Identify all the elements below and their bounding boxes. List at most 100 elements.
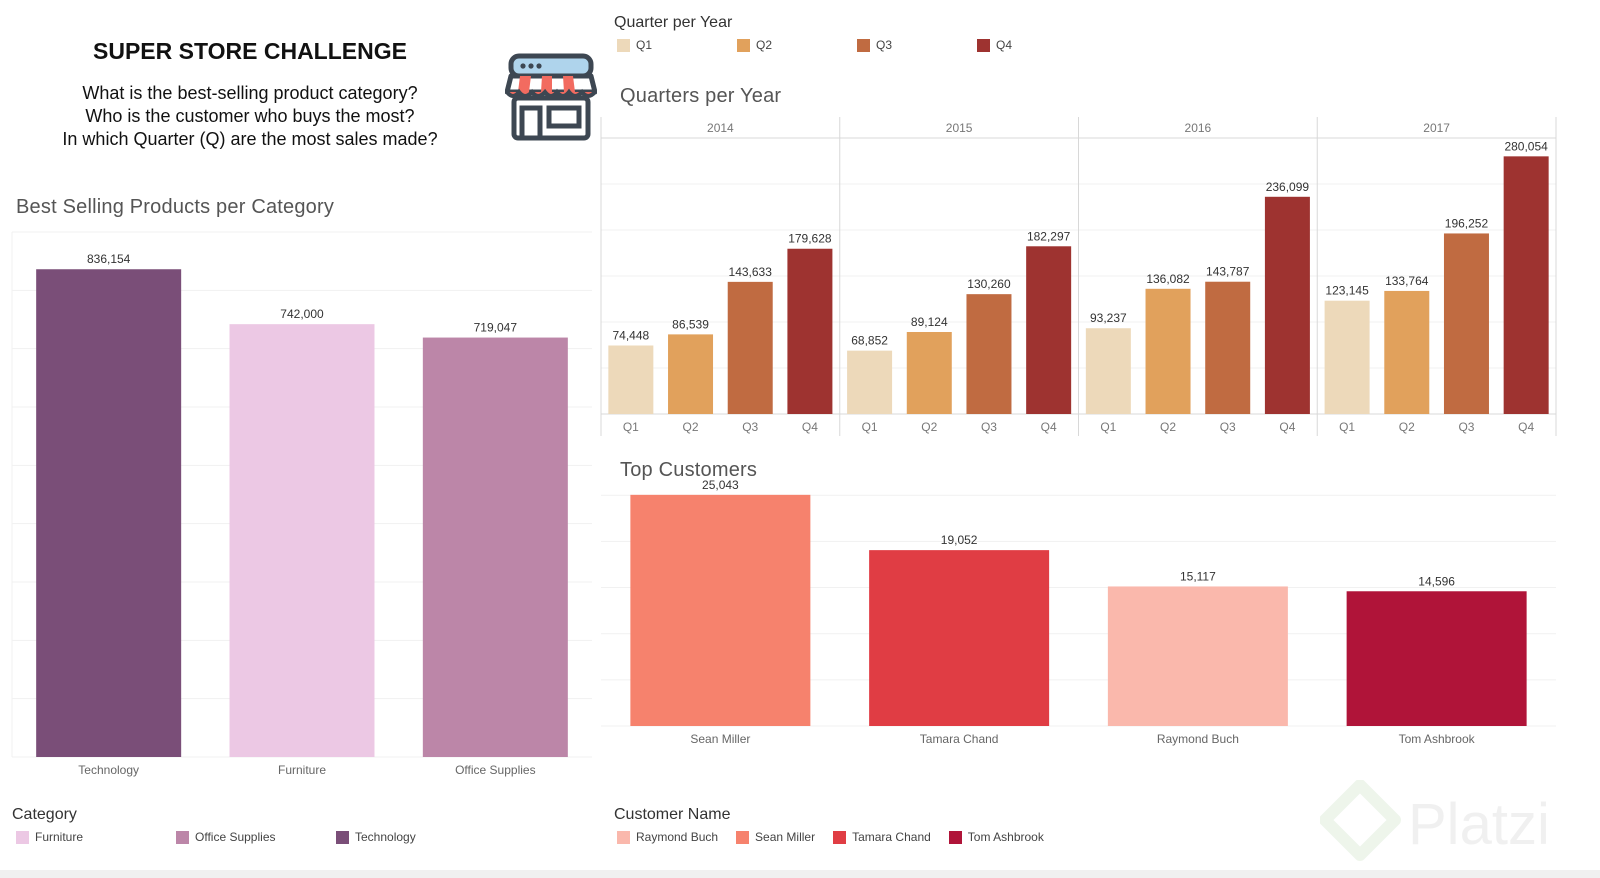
quarter-legend: Q1 Q2 Q3 Q4 [617, 38, 1097, 52]
legend-label: Office Supplies [195, 830, 276, 844]
legend-label: Tom Ashbrook [967, 830, 1044, 844]
bar-value-label: 14,596 [1418, 574, 1455, 588]
bar-value-label: 143,787 [1206, 265, 1250, 279]
year-header: 2015 [946, 121, 973, 135]
legend-swatch [176, 830, 189, 844]
bar-value-label: 236,099 [1266, 180, 1310, 194]
legend-item-raymond-buch[interactable]: Raymond Buch [617, 830, 718, 844]
legend-item-office-supplies[interactable]: Office Supplies [176, 830, 336, 844]
dashboard-title: SUPER STORE CHALLENGE [93, 38, 407, 64]
x-tick-label: Q1 [862, 420, 878, 434]
legend-label: Raymond Buch [636, 830, 719, 844]
x-tick-label: Q4 [1518, 420, 1534, 434]
quarter-legend-title: Quarter per Year [614, 14, 733, 31]
legend-swatch [617, 830, 630, 844]
bar-value-label: 86,539 [672, 317, 709, 331]
category-bar [422, 337, 568, 757]
category-bar [229, 324, 375, 757]
x-tick-label: Tamara Chand [920, 732, 999, 746]
quarter-bar [1145, 288, 1191, 414]
legend-item-tamara-chand[interactable]: Tamara Chand [833, 830, 931, 844]
x-tick-label: Q1 [1339, 420, 1355, 434]
x-tick-label: Q2 [1399, 420, 1415, 434]
legend-swatch [977, 38, 990, 52]
quarter-bar [847, 350, 893, 414]
platzi-watermark: Platzi [1320, 780, 1550, 861]
year-header: 2016 [1185, 121, 1212, 135]
quarter-bar [1205, 281, 1251, 414]
legend-label: Q1 [636, 38, 653, 52]
legend-item-technology[interactable]: Technology [336, 830, 496, 844]
legend-item-furniture[interactable]: Furniture [16, 830, 176, 844]
legend-item-q2[interactable]: Q2 [737, 38, 857, 52]
legend-label: Sean Miller [755, 830, 816, 844]
x-tick-label: Q3 [1220, 420, 1236, 434]
customer-bar [1346, 591, 1527, 726]
quarter-bar [608, 345, 654, 414]
category-chart-title: Best Selling Products per Category [16, 196, 335, 218]
category-legend-title: Category [12, 806, 77, 823]
quarter-bar [668, 334, 714, 414]
bar-value-label: 136,082 [1146, 272, 1190, 286]
store-icon [505, 53, 597, 141]
legend-swatch [617, 38, 630, 52]
year-header: 2014 [707, 121, 734, 135]
legend-label: Q4 [996, 38, 1013, 52]
bar-value-label: 123,145 [1325, 284, 1369, 298]
x-tick-label: Raymond Buch [1157, 732, 1239, 746]
x-tick-label: Q4 [802, 420, 818, 434]
legend-item-q1[interactable]: Q1 [617, 38, 737, 52]
x-tick-label: Q1 [1100, 420, 1116, 434]
bar-value-label: 179,628 [788, 232, 832, 246]
quarter-bar [1026, 246, 1072, 414]
legend-label: Technology [355, 830, 416, 844]
question-3: In which Quarter (Q) are the most sales … [62, 129, 438, 149]
legend-item-q3[interactable]: Q3 [857, 38, 977, 52]
bar-value-label: 89,124 [911, 315, 948, 329]
bar-value-label: 143,633 [729, 265, 773, 279]
question-1: What is the best-selling product categor… [82, 83, 418, 103]
x-tick-label: Tom Ashbrook [1399, 732, 1476, 746]
customer-legend-title: Customer Name [614, 806, 731, 823]
x-tick-label: Q3 [742, 420, 758, 434]
bar-value-label: 133,764 [1385, 274, 1429, 288]
customer-bar [630, 494, 811, 726]
x-tick-label: Q3 [1458, 420, 1474, 434]
quarter-bar [1324, 300, 1370, 414]
customer-legend: Raymond Buch Sean Miller Tamara Chand To… [617, 830, 1062, 844]
bar-value-label: 742,000 [280, 307, 324, 321]
legend-item-q4[interactable]: Q4 [977, 38, 1097, 52]
legend-swatch [336, 830, 349, 844]
bar-value-label: 719,047 [474, 321, 518, 335]
x-tick-label: Q4 [1279, 420, 1295, 434]
quarter-bar [906, 332, 952, 414]
quarters-chart-title: Quarters per Year [620, 85, 782, 107]
challenge-questions: What is the best-selling product categor… [40, 82, 460, 151]
year-header: 2017 [1423, 121, 1450, 135]
customers-chart-title: Top Customers [620, 459, 758, 481]
bar-value-label: 74,448 [612, 329, 649, 343]
category-bar [36, 269, 182, 757]
x-tick-label: Q2 [683, 420, 699, 434]
x-tick-label: Technology [78, 763, 139, 777]
bar-value-label: 93,237 [1090, 311, 1127, 325]
legend-swatch [857, 38, 870, 52]
legend-item-sean-miller[interactable]: Sean Miller [736, 830, 815, 844]
legend-item-tom-ashbrook[interactable]: Tom Ashbrook [948, 830, 1044, 844]
x-tick-label: Q2 [1160, 420, 1176, 434]
quarter-bar [727, 281, 773, 414]
bar-value-label: 19,052 [941, 533, 978, 547]
bar-value-label: 15,117 [1180, 569, 1216, 583]
legend-swatch [948, 830, 962, 844]
x-tick-label: Q4 [1041, 420, 1057, 434]
x-tick-label: Sean Miller [690, 732, 750, 746]
x-tick-label: Q3 [981, 420, 997, 434]
legend-swatch [737, 38, 750, 52]
quarter-bar [1085, 328, 1131, 414]
x-tick-label: Q1 [623, 420, 639, 434]
legend-swatch [833, 830, 847, 844]
x-tick-label: Office Supplies [455, 763, 536, 777]
x-tick-label: Q2 [921, 420, 937, 434]
legend-label: Q3 [876, 38, 893, 52]
